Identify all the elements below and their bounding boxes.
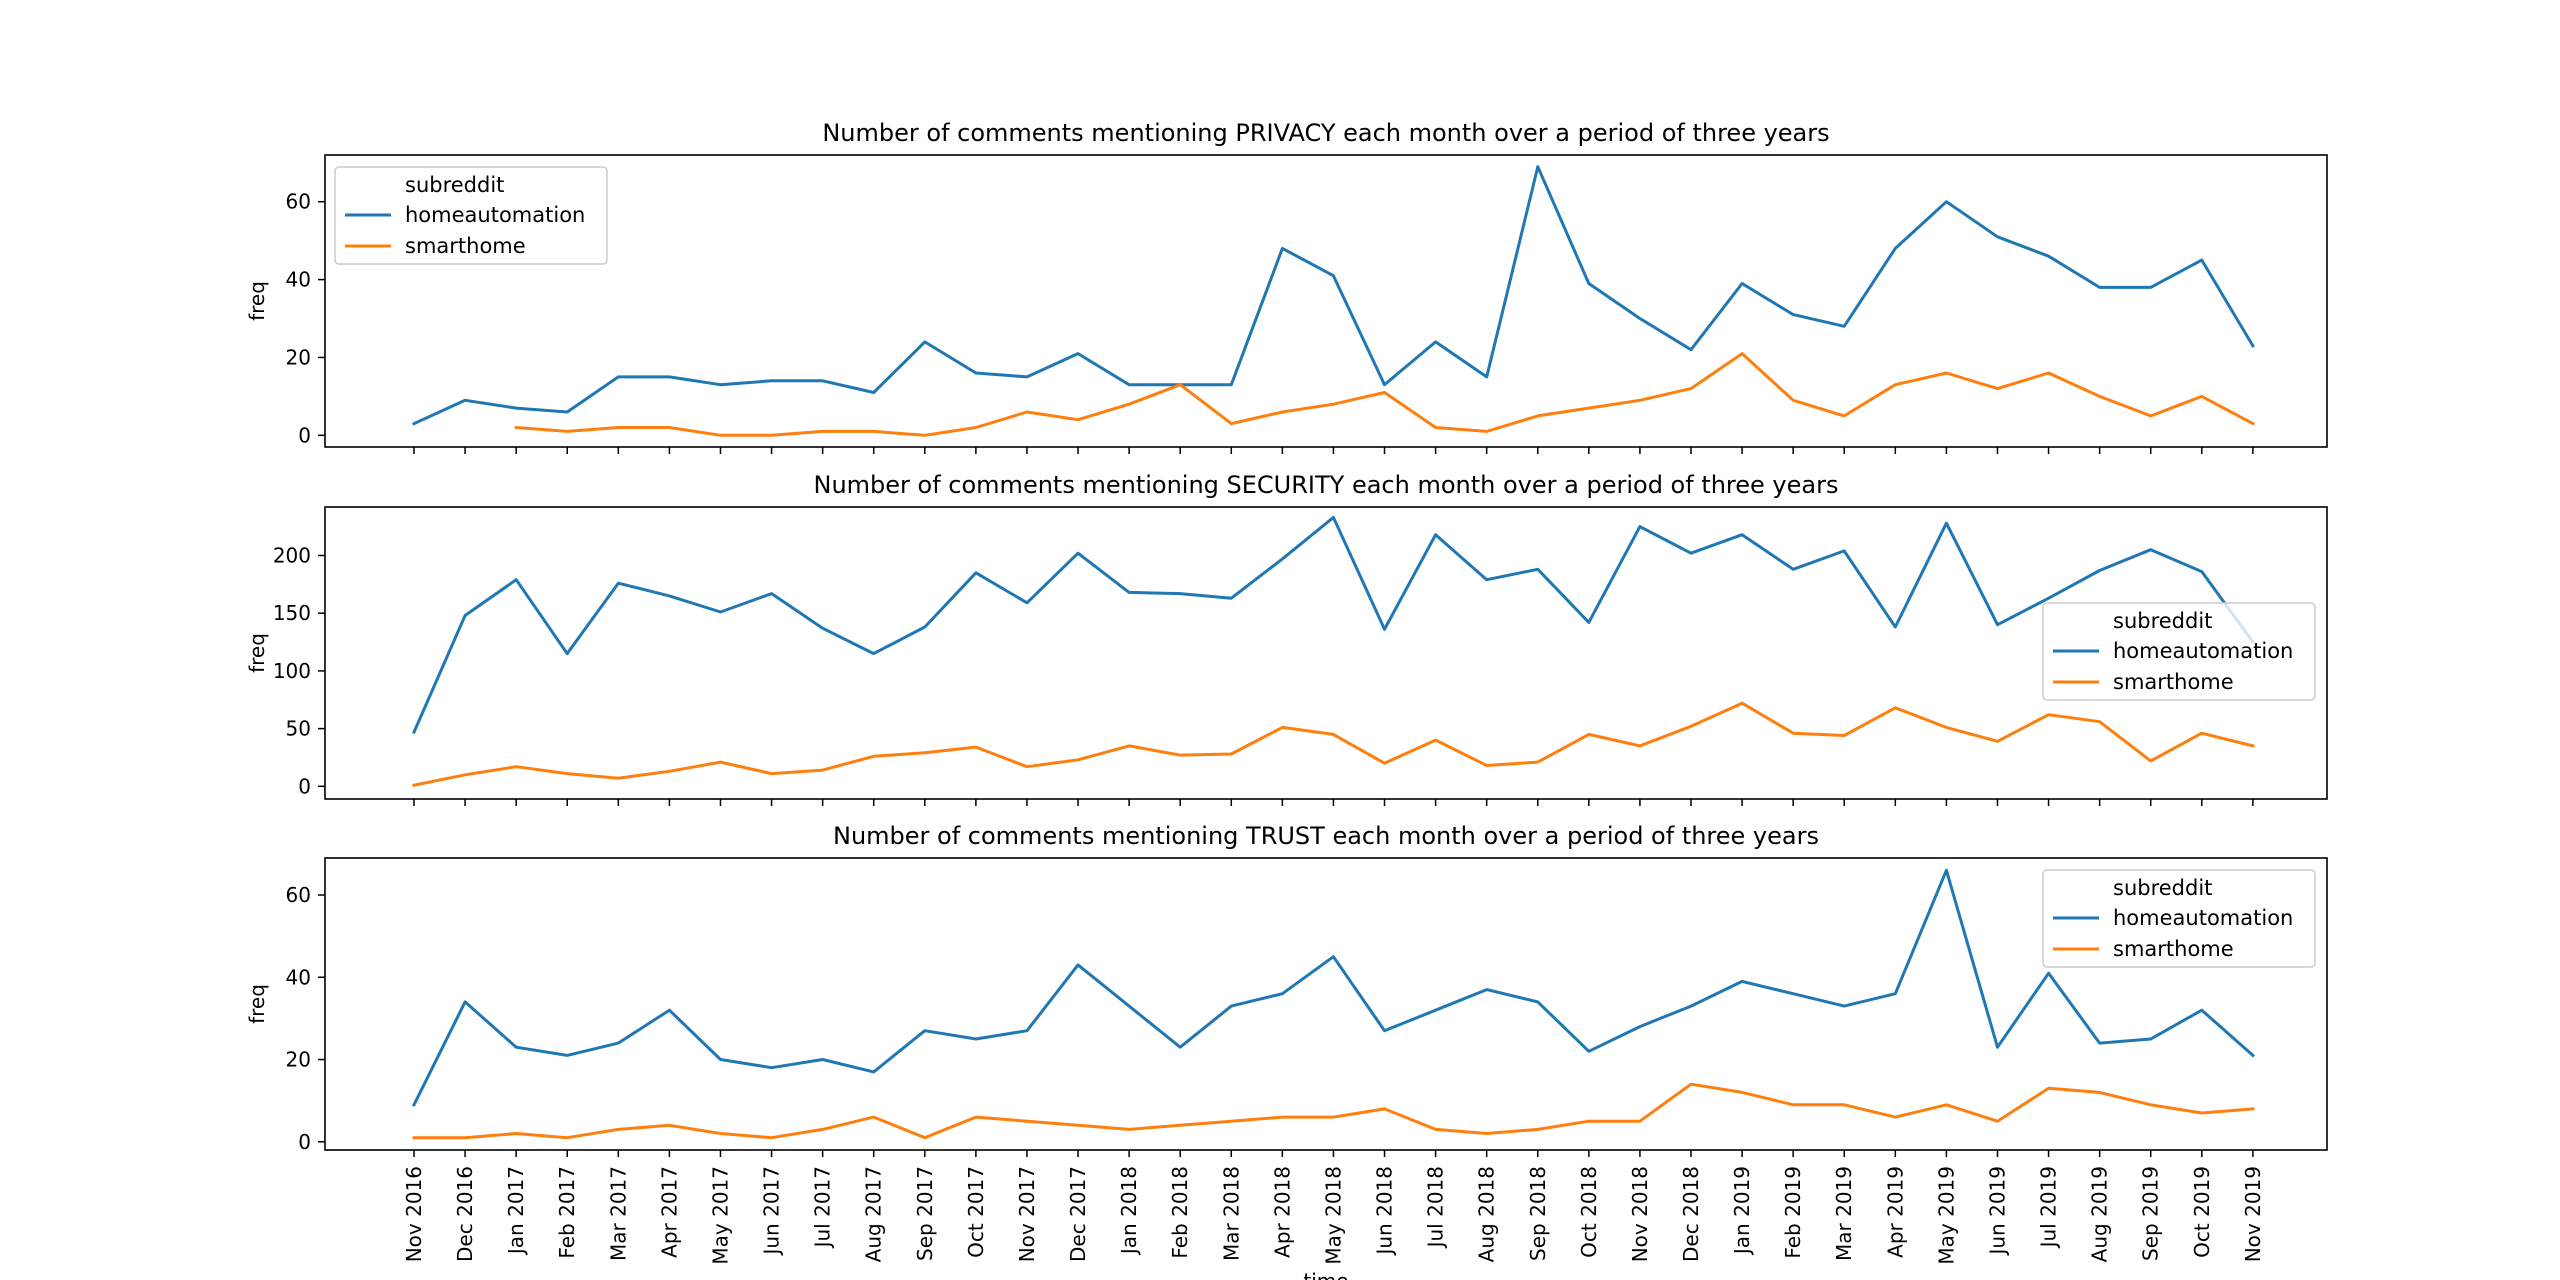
legend-box [2042,869,2316,968]
x-tick-label: Apr 2017 [657,1166,681,1258]
series-line-smarthome [412,701,2255,787]
x-tick-label: May 2019 [1934,1166,1958,1265]
x-tick-label: Nov 2018 [1628,1166,1652,1262]
x-tick-label: Jan 2017 [504,1166,528,1256]
y-tick-label: 60 [286,190,311,214]
x-tick-label: Nov 2017 [1015,1166,1039,1262]
y-tick-label: 40 [286,965,311,989]
x-tick-label: Oct 2018 [1577,1166,1601,1258]
x-tick-label: Apr 2018 [1270,1166,1294,1258]
series-line-homeautomation [412,515,2255,735]
y-axis-label: freq [245,633,269,673]
x-tick-label: Jan 2018 [1117,1166,1141,1256]
legend: subreddit homeautomation smarthome [2042,869,2316,968]
x-tick-label: Sep 2019 [2139,1166,2163,1261]
y-tick-label: 40 [286,268,311,292]
y-tick-label: 200 [273,543,311,567]
legend-title: subreddit [2113,876,2212,900]
x-tick-label: Feb 2019 [1781,1166,1805,1259]
trust-chart-panel: Number of comments mentioning TRUST each… [245,822,2328,1157]
y-tick-label: 20 [286,345,311,369]
y-tick-label: 0 [298,423,311,447]
x-tick-label: Jul 2017 [811,1166,835,1249]
y-axis-label: freq [245,984,269,1024]
x-tick-label: Apr 2019 [1883,1166,1907,1258]
x-tick-label: Feb 2018 [1168,1166,1192,1259]
legend-title: subreddit [405,173,504,197]
x-tick-label: Dec 2017 [1066,1166,1090,1262]
legend-entry-homeautomation: homeautomation [2113,639,2293,663]
y-axis-label: freq [245,281,269,321]
x-tick-label: Feb 2017 [555,1166,579,1259]
legend-entry-smarthome: smarthome [2113,937,2234,961]
x-tick-label: Jul 2018 [1424,1166,1448,1249]
legend-box [2042,602,2316,701]
series-line-smarthome [514,352,2255,437]
x-tick-label: Oct 2019 [2190,1166,2214,1258]
legend-entry-homeautomation: homeautomation [2113,906,2293,930]
legend-box [334,166,608,265]
x-tick-label: Aug 2018 [1475,1166,1499,1262]
x-tick-label: Oct 2017 [964,1166,988,1258]
legend-entry-smarthome: smarthome [405,234,526,258]
x-tick-label: Sep 2017 [913,1166,937,1261]
x-axis-label: time [1303,1269,1348,1280]
x-tick-label: Dec 2016 [453,1166,477,1262]
y-tick-label: 150 [273,601,311,625]
y-tick-label: 60 [286,883,311,907]
x-tick-label: Nov 2019 [2241,1166,2265,1262]
y-tick-label: 100 [273,659,311,683]
plot-frame [324,857,2328,1151]
legend-entry-homeautomation: homeautomation [405,203,585,227]
x-tick-label: Mar 2017 [606,1166,630,1261]
series-line-smarthome [412,1082,2255,1140]
series-line-homeautomation [412,165,2255,426]
chart-title: Number of comments mentioning PRIVACY ea… [822,119,1829,147]
series-line-homeautomation [411,868,2256,1107]
plot-frame [324,154,2328,448]
legend: subreddit homeautomation smarthome [334,166,608,265]
x-tick-label: Mar 2018 [1219,1166,1243,1261]
x-tick-label: Jun 2019 [1985,1166,2009,1257]
x-tick-label: Jul 2019 [2037,1166,2061,1249]
shared-x-axis: Nov 2016 Dec 2016 Jan 2017 Feb 2017 Mar 2017… [402,1166,2265,1280]
chart-title: Number of comments mentioning SECURITY e… [814,471,1839,499]
legend-entry-smarthome: smarthome [2113,670,2234,694]
chart-title: Number of comments mentioning TRUST each… [833,822,1819,850]
y-tick-label: 0 [298,774,311,798]
x-tick-label: Aug 2019 [2088,1166,2112,1262]
y-tick-label: 0 [298,1130,311,1154]
plot-frame [324,506,2328,800]
x-tick-label: Dec 2018 [1679,1166,1703,1262]
x-tick-label: May 2018 [1321,1166,1345,1265]
legend-title: subreddit [2113,609,2212,633]
y-tick-label: 50 [286,717,311,741]
privacy-chart-panel: Number of comments mentioning PRIVACY ea… [245,119,2328,454]
x-tick-label: Nov 2016 [402,1166,426,1262]
legend: subreddit homeautomation smarthome [2042,602,2316,701]
x-tick-label: Jan 2019 [1730,1166,1754,1256]
y-tick-label: 20 [286,1048,311,1072]
x-tick-label: Jun 2018 [1373,1166,1397,1257]
x-tick-label: Aug 2017 [862,1166,886,1262]
x-tick-label: Mar 2019 [1832,1166,1856,1261]
x-tick-label: Sep 2018 [1526,1166,1550,1261]
x-tick-label: May 2017 [708,1166,732,1265]
x-tick-label: Jun 2017 [760,1166,784,1257]
security-chart-panel: Number of comments mentioning SECURITY e… [245,471,2328,806]
